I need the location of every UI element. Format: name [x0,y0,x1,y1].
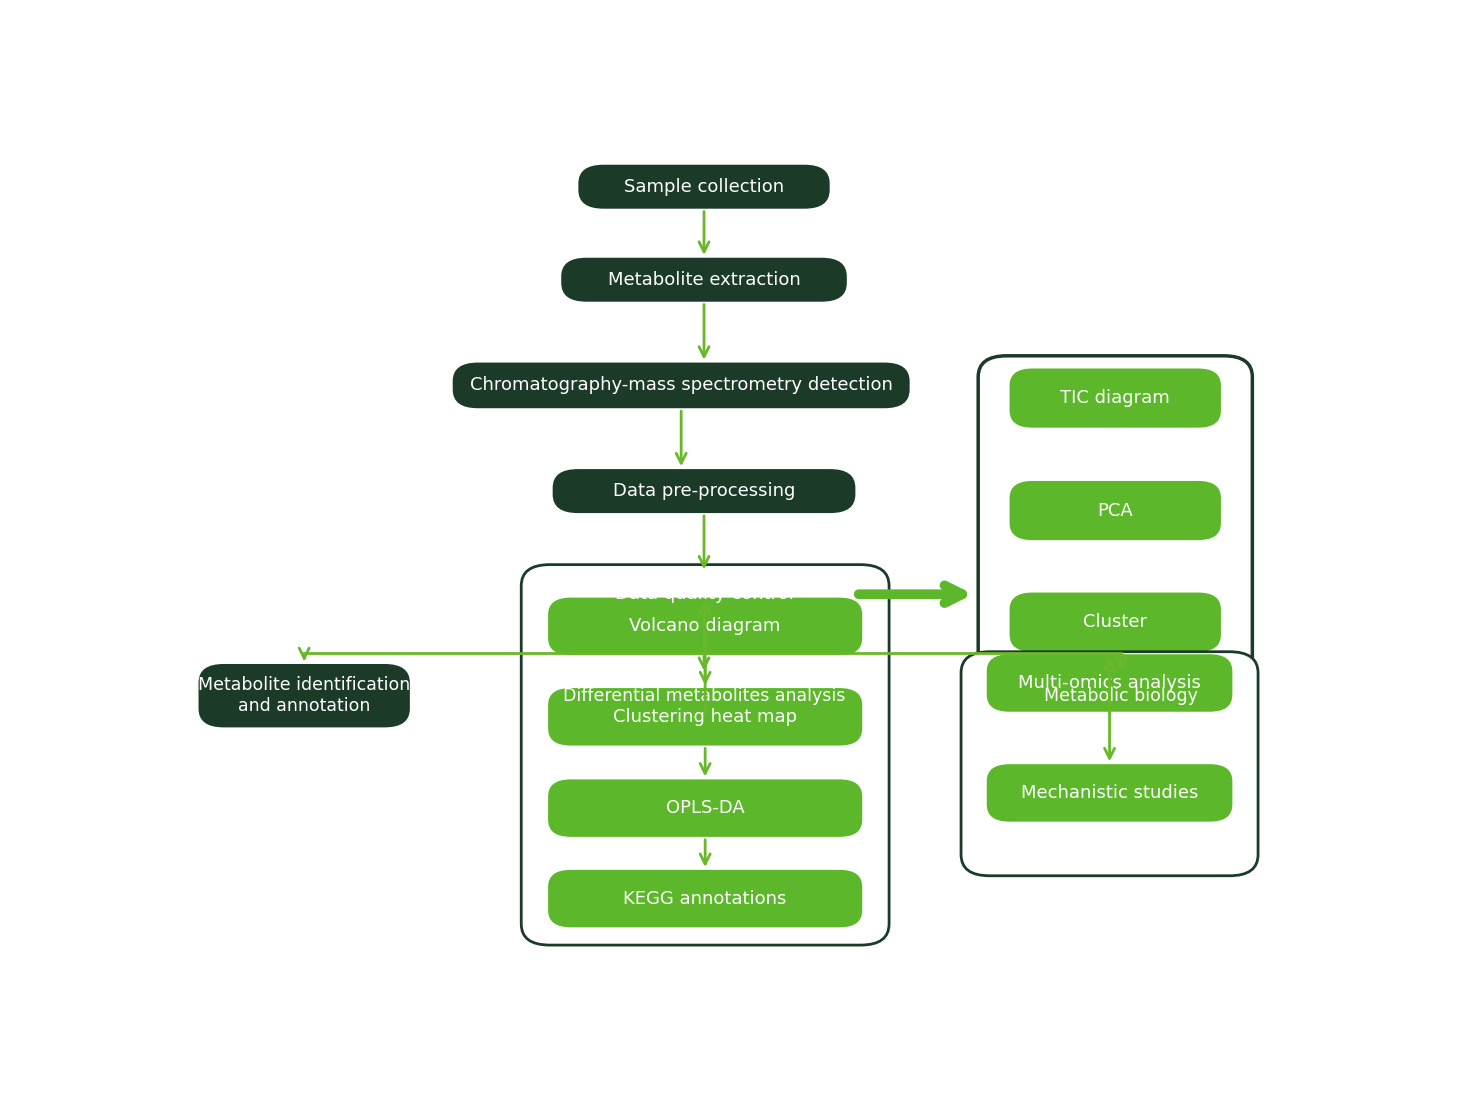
FancyBboxPatch shape [548,688,862,746]
Text: RSD: RSD [1097,727,1134,744]
Text: Multi-omics analysis: Multi-omics analysis [1019,674,1201,692]
Text: OPLS-DA: OPLS-DA [666,799,744,817]
FancyBboxPatch shape [979,356,1253,728]
Text: Clustering heat map: Clustering heat map [613,708,797,726]
FancyBboxPatch shape [453,362,909,408]
FancyBboxPatch shape [562,258,848,302]
Text: Cluster: Cluster [1083,613,1147,631]
Text: Differential metabolites analysis: Differential metabolites analysis [563,686,845,705]
Text: Data pre-processing: Data pre-processing [613,482,794,500]
Text: Metabolite extraction: Metabolite extraction [607,271,800,289]
FancyBboxPatch shape [544,674,864,718]
FancyBboxPatch shape [986,764,1232,821]
FancyBboxPatch shape [986,654,1232,712]
Text: TIC diagram: TIC diagram [1060,389,1170,407]
FancyBboxPatch shape [553,469,855,513]
FancyBboxPatch shape [553,572,855,616]
Text: Mechanistic studies: Mechanistic studies [1021,784,1198,802]
FancyBboxPatch shape [522,564,889,945]
FancyBboxPatch shape [548,870,862,928]
Text: Chromatography-mass spectrometry detection: Chromatography-mass spectrometry detecti… [470,377,893,394]
FancyBboxPatch shape [989,674,1253,718]
FancyBboxPatch shape [578,165,830,209]
FancyBboxPatch shape [199,664,410,727]
Text: Data quality control: Data quality control [615,585,793,603]
FancyBboxPatch shape [961,652,1259,876]
Text: PCA: PCA [1097,502,1134,519]
FancyBboxPatch shape [548,780,862,837]
FancyBboxPatch shape [1010,593,1220,652]
Text: KEGG annotations: KEGG annotations [624,889,787,908]
FancyBboxPatch shape [1010,706,1220,765]
FancyBboxPatch shape [548,597,862,656]
FancyBboxPatch shape [1010,481,1220,540]
Text: Metabolite identification
and annotation: Metabolite identification and annotation [198,676,410,715]
Text: Sample collection: Sample collection [624,178,784,195]
Text: Metabolic biology: Metabolic biology [1044,686,1198,705]
FancyBboxPatch shape [1010,369,1220,427]
Text: Volcano diagram: Volcano diagram [629,617,781,636]
